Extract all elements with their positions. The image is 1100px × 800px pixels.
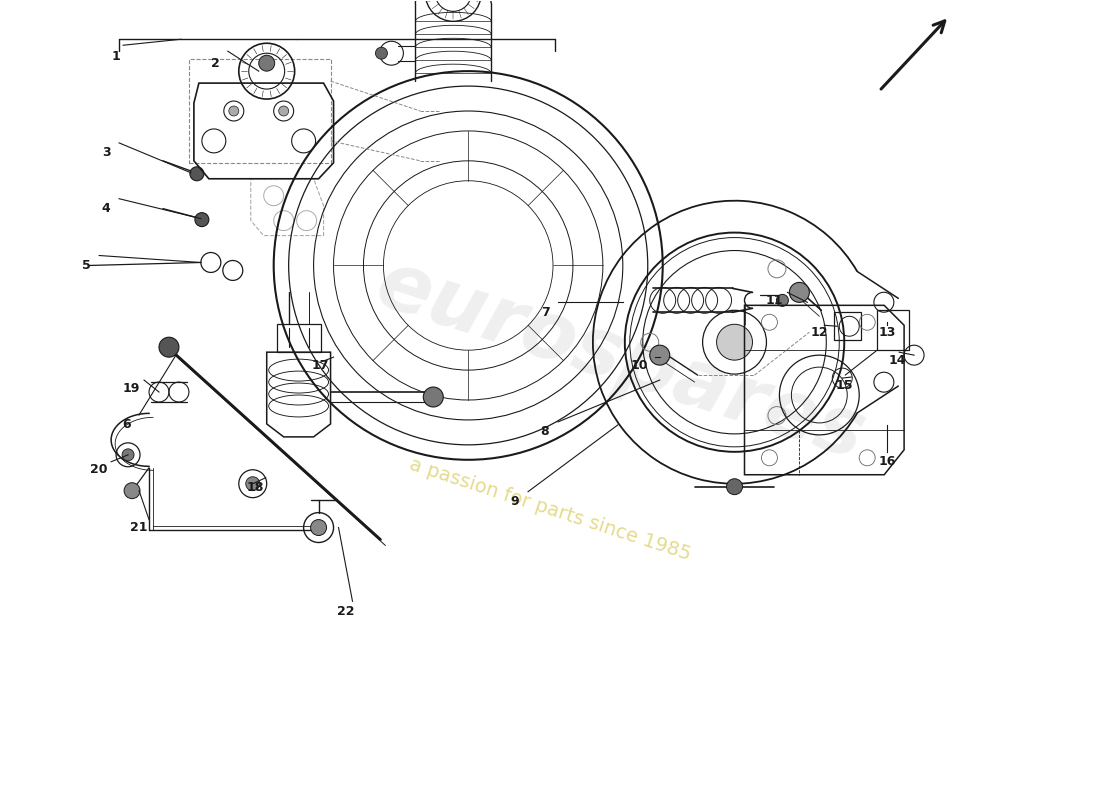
Circle shape [777,294,789,306]
Text: 3: 3 [102,146,110,159]
Text: 7: 7 [540,306,549,319]
Text: 20: 20 [90,463,108,476]
Circle shape [310,519,327,535]
Circle shape [229,106,239,116]
Text: 21: 21 [130,521,147,534]
Circle shape [790,282,810,302]
Text: 15: 15 [836,378,852,391]
Text: 16: 16 [879,455,895,468]
Text: 17: 17 [311,358,329,372]
Text: 10: 10 [631,358,649,372]
Circle shape [278,106,288,116]
Circle shape [375,47,387,59]
Text: 13: 13 [879,326,895,338]
Circle shape [258,55,275,71]
Text: 11: 11 [766,294,783,307]
Text: 19: 19 [122,382,140,394]
Circle shape [124,482,140,498]
Text: 12: 12 [811,326,828,338]
Text: 14: 14 [889,354,906,366]
Circle shape [190,167,204,181]
Circle shape [650,345,670,365]
Text: 18: 18 [248,481,264,494]
Text: 8: 8 [541,426,549,438]
Circle shape [424,387,443,407]
Text: 22: 22 [337,605,354,618]
Circle shape [195,213,209,226]
Text: a passion for parts since 1985: a passion for parts since 1985 [407,455,693,564]
Circle shape [727,478,742,494]
Circle shape [245,477,260,490]
Circle shape [160,338,179,357]
Text: 9: 9 [510,495,519,508]
Text: 2: 2 [211,57,220,70]
Circle shape [122,449,134,461]
Text: eurospares: eurospares [365,245,873,476]
Text: 6: 6 [122,418,131,431]
Circle shape [716,324,752,360]
Text: 5: 5 [81,259,90,272]
Text: 1: 1 [112,50,121,62]
Text: 4: 4 [101,202,110,215]
